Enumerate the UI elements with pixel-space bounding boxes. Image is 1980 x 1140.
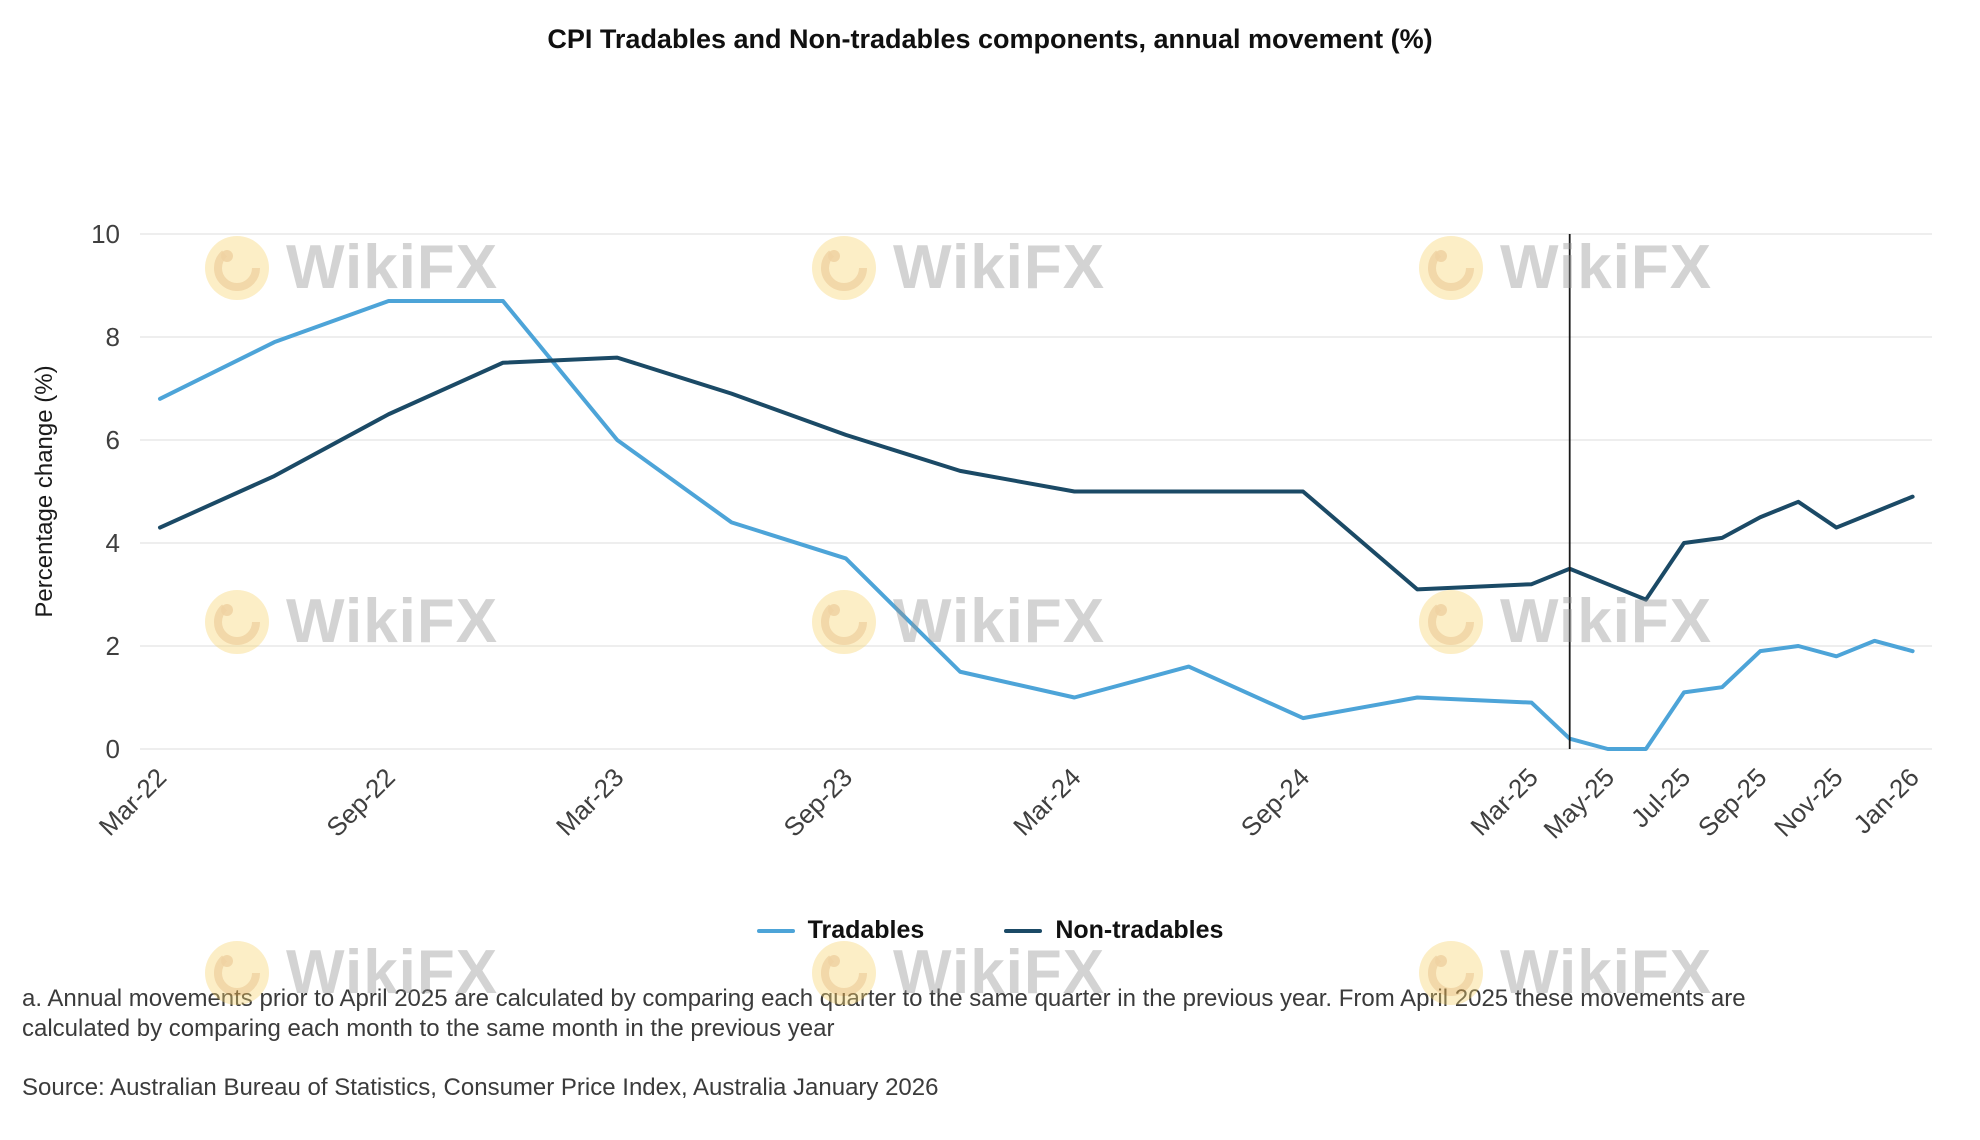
non-tradables-line-swatch <box>1004 928 1043 933</box>
chart-title: CPI Tradables and Non-tradables componen… <box>547 24 1433 54</box>
legend: Tradables Non-tradables <box>0 916 1980 945</box>
footnote: a. Annual movements prior to April 2025 … <box>22 985 1746 1043</box>
non-tradables-line <box>158 355 1915 602</box>
x-tick-label: Mar-23 <box>550 762 629 841</box>
x-tick-label: Sep-24 <box>1235 762 1315 842</box>
x-tick-label: Mar-25 <box>1464 762 1543 841</box>
legend-item-tradables: Tradables <box>756 916 925 945</box>
y-tick-label: 6 <box>106 425 120 455</box>
y-axis-label: Percentage change (%) <box>31 365 58 617</box>
x-tick-label: Mar-22 <box>93 762 172 841</box>
x-tick-label: Jan-26 <box>1847 762 1924 839</box>
y-tick-label: 8 <box>106 322 120 352</box>
line-chart: 0 2 4 6 8 10 Percentage change (%) Mar-22 Sep-22… <box>31 219 1932 845</box>
y-tick-label: 10 <box>91 219 120 249</box>
legend-label-tradables: Tradables <box>807 916 925 944</box>
y-tick-label: 0 <box>106 734 120 764</box>
y-tick-label: 2 <box>106 631 120 661</box>
tradables-line-swatch <box>756 928 795 933</box>
y-tick-label: 4 <box>106 528 120 558</box>
x-tick-label: Sep-23 <box>778 762 858 842</box>
legend-item-non-tradables: Non-tradables <box>1004 916 1223 945</box>
x-tick-label: Jul-25 <box>1625 762 1696 833</box>
x-tick-label: Sep-25 <box>1692 762 1772 842</box>
x-tick-label: May-25 <box>1538 762 1621 845</box>
legend-label-non-tradables: Non-tradables <box>1055 916 1224 944</box>
source-attribution: Source: Australian Bureau of Statistics,… <box>22 1074 939 1101</box>
tradables-line <box>158 298 1915 751</box>
x-tick-label: Sep-22 <box>320 762 400 842</box>
x-tick-label: Mar-24 <box>1007 762 1086 841</box>
x-tick-label: Nov-25 <box>1768 762 1848 842</box>
